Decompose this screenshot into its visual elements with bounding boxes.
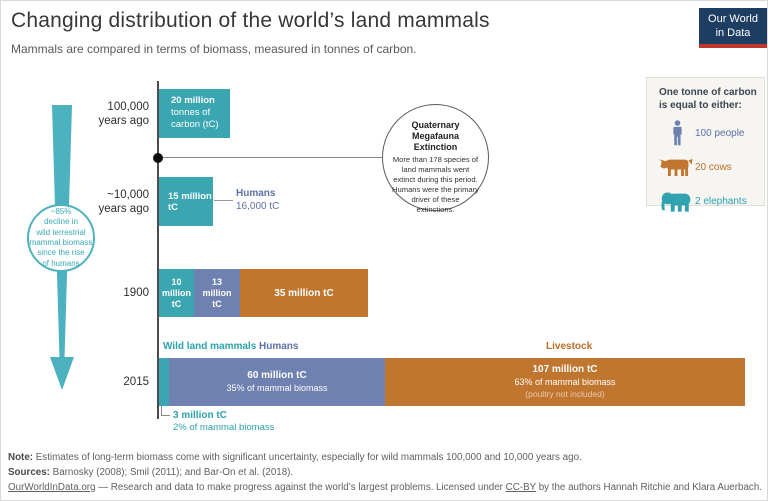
bar-value-label: 107 million tC	[532, 364, 598, 375]
elephant-icon	[659, 189, 695, 214]
bar-value-label: carbon (tC)	[171, 119, 219, 130]
bar-value-label: million	[202, 287, 232, 298]
bar-2015-humans: 60 million tC 35% of mammal biomass	[169, 358, 385, 406]
y-axis-line	[157, 81, 159, 419]
wild-callout-bracket	[161, 406, 170, 416]
axis-label-line: years ago	[98, 202, 149, 215]
bar-1900-wild: 10 million tC	[159, 269, 194, 317]
legend-item-people: 100 people	[659, 119, 764, 147]
axis-label-1900: 1900	[59, 287, 149, 301]
axis-label-line: years ago	[98, 114, 149, 127]
legend-title-line: is equal to either:	[659, 99, 742, 111]
footer-sources-label: Sources:	[8, 467, 50, 478]
bar-value-label: million	[162, 287, 191, 298]
legend-item-label: 2 elephants	[695, 195, 747, 207]
bar-1900-livestock: 35 million tC	[240, 269, 368, 317]
owid-site-link[interactable]: OurWorldInData.org	[8, 482, 96, 493]
humans-callout-line	[214, 200, 233, 201]
annotation-title-line: Megafauna Extinction	[411, 130, 459, 152]
footer-license-prefix: Licensed under	[435, 482, 506, 493]
bar-group-2015: 60 million tC 35% of mammal biomass 107 …	[159, 358, 745, 406]
bar-100000-wild: 20 million tonnes of carbon (tC)	[159, 89, 230, 138]
bar-value-label: 60 million tC	[247, 370, 307, 381]
badge-line: mammal biomass	[29, 238, 93, 247]
bar-share-label: 63% of mammal biomass	[514, 377, 616, 387]
ccby-license-link[interactable]: CC-BY	[505, 482, 536, 493]
extinction-annotation: Quaternary Megafauna Extinction More tha…	[382, 104, 489, 214]
bar-share-label: 35% of mammal biomass	[226, 383, 328, 393]
extinction-marker-dot	[153, 153, 163, 163]
legend-item-cows: 20 cows	[659, 154, 764, 180]
bar-value-label: tC	[212, 298, 222, 309]
axis-label-line: 1900	[123, 287, 149, 299]
bar-2015-wild	[159, 358, 169, 406]
series-label-humans: Humans	[259, 341, 299, 352]
footer-sources: Sources: Barnosky (2008); Smil (2011); a…	[8, 467, 293, 478]
decline-badge: ~85% decline in wild terrestrial mammal …	[27, 204, 95, 272]
person-icon	[659, 119, 695, 147]
callout-label: Humans	[236, 188, 276, 199]
badge-line: of humans	[42, 258, 80, 268]
bar-value-label: tonnes of	[171, 107, 211, 118]
bar-footnote-label: (poultry not included)	[525, 389, 605, 399]
footer-note-label: Note:	[8, 452, 34, 463]
bar-value-label: 35 million tC	[274, 287, 334, 299]
axis-label-2015: 2015	[59, 376, 149, 390]
footer-license-suffix: by the authors Hannah Ritchie and Klara …	[535, 482, 762, 493]
page-title: Changing distribution of the world’s lan…	[11, 9, 490, 32]
owid-logo-line2: in Data	[715, 27, 751, 39]
wild-2015-value: 3 million tC	[173, 410, 227, 421]
footer-site-tagline: — Research and data to make progress aga…	[95, 482, 434, 493]
badge-line: since the rise	[37, 248, 85, 258]
axis-label-line: ~10,000	[107, 189, 149, 201]
humans-callout: Humans 16,000 tC	[236, 188, 279, 213]
annotation-body: More than 178 species of land mammals we…	[392, 155, 479, 214]
wild-2015-share: 2% of mammal biomass	[173, 422, 275, 433]
badge-line: ~85%	[50, 206, 72, 216]
bar-value-label: 10	[171, 276, 182, 287]
owid-logo[interactable]: Our World in Data	[699, 8, 767, 48]
chart-subtitle: Mammals are compared in terms of biomass…	[11, 42, 417, 56]
bar-2015-livestock: 107 million tC 63% of mammal biomass (po…	[385, 358, 745, 406]
axis-label-line: 2015	[123, 376, 149, 388]
axis-label-10000-years-ago: ~10,000 years ago	[59, 189, 149, 216]
footer-note-text: Estimates of long-term biomass come with…	[33, 452, 582, 463]
bar-value-label: 20 million	[171, 95, 215, 106]
legend-title-line: One tonne of carbon	[659, 87, 757, 98]
badge-line: wild terrestrial	[36, 227, 86, 237]
bar-value-label: 15 million tC	[168, 190, 212, 213]
footer-note: Note: Estimates of long-term biomass com…	[8, 452, 582, 463]
callout-value: 16,000 tC	[236, 200, 280, 212]
cow-icon	[659, 156, 695, 178]
carbon-equivalents-legend: One tonne of carbon is equal to either: …	[646, 77, 765, 212]
legend-item-elephants: 2 elephants	[659, 188, 764, 214]
bar-10000-wild: 15 million tC	[159, 177, 213, 226]
legend-item-label: 20 cows	[695, 161, 732, 173]
axis-label-100000-years-ago: 100,000 years ago	[59, 101, 149, 128]
bar-value-label: tC	[171, 298, 182, 309]
bar-value-label: 13	[211, 276, 222, 287]
annotation-connector-line	[161, 157, 383, 158]
badge-line: decline in	[44, 217, 78, 227]
legend-item-label: 100 people	[695, 127, 745, 139]
bar-1900-humans: 13 million tC	[194, 269, 240, 317]
footer-site-line: OurWorldInData.org — Research and data t…	[8, 482, 433, 493]
legend-title: One tonne of carbon is equal to either:	[659, 87, 764, 112]
series-label-wild-land-mammals: Wild land mammals	[163, 341, 257, 352]
owid-logo-line1: Our World	[708, 12, 758, 25]
footer-license-line: Licensed under CC-BY by the authors Hann…	[436, 482, 762, 493]
axis-label-line: 100,000	[107, 101, 149, 113]
bar-group-1900: 10 million tC 13 million tC 35 million t…	[159, 269, 368, 317]
series-label-livestock: Livestock	[546, 341, 593, 352]
footer-sources-text: Barnosky (2008); Smil (2011); and Bar-On…	[49, 467, 294, 478]
annotation-title-line: Quaternary	[411, 120, 460, 130]
